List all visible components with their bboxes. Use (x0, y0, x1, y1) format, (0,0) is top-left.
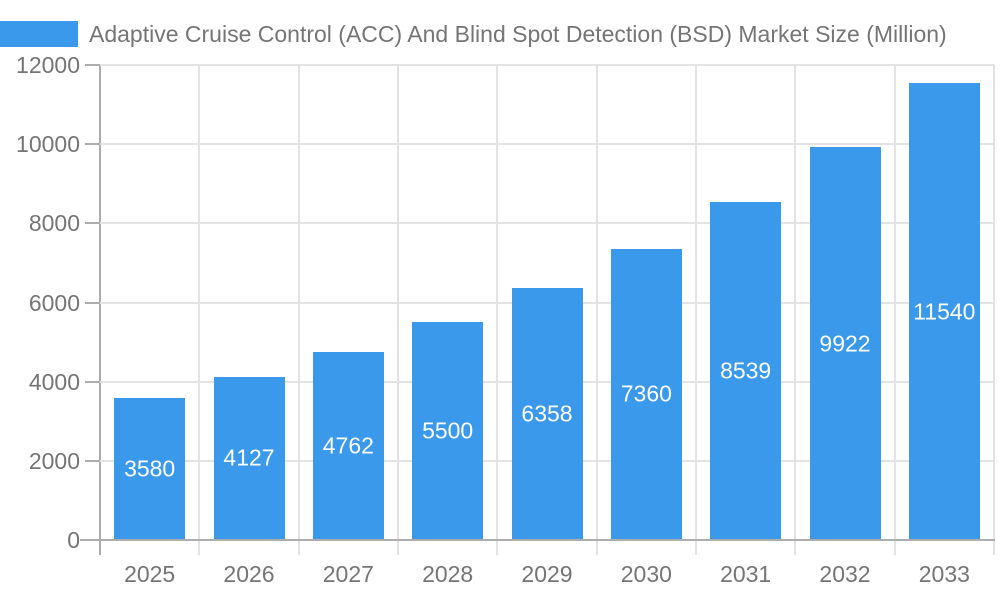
bar[interactable]: 7360 (610, 248, 682, 540)
x-tick (893, 541, 896, 555)
x-tick-label: 2033 (918, 561, 970, 587)
x-gridline (297, 65, 300, 540)
x-tick (198, 541, 201, 555)
bar[interactable]: 4762 (312, 351, 384, 540)
bar[interactable]: 11540 (908, 83, 980, 540)
x-tick (695, 541, 697, 555)
x-tick-label: 2032 (819, 561, 871, 587)
y-gridline (100, 222, 994, 225)
y-tick (85, 380, 100, 383)
y-tick-label: 0 (67, 527, 80, 553)
x-gridline (198, 65, 201, 540)
legend-swatch-icon (0, 21, 78, 47)
bar[interactable]: 5500 (412, 322, 484, 540)
x-tick (595, 541, 598, 555)
x-tick-label: 2030 (620, 561, 672, 587)
bar[interactable]: 4127 (213, 376, 285, 540)
y-tick-label: 6000 (28, 289, 80, 316)
y-axis-line (99, 65, 101, 555)
x-tick (496, 541, 499, 555)
x-tick-label: 2027 (322, 561, 374, 587)
y-tick-label: 10000 (16, 131, 80, 158)
x-tick-label: 2028 (422, 561, 474, 587)
y-tick (85, 222, 100, 225)
x-axis-line (80, 539, 995, 541)
y-tick-label: 8000 (28, 210, 80, 237)
bar[interactable]: 3580 (114, 398, 186, 540)
x-tick (397, 541, 399, 555)
x-gridline (397, 65, 399, 540)
chart-title: Adaptive Cruise Control (ACC) And Blind … (89, 21, 947, 47)
y-gridline (100, 64, 994, 66)
y-tick (85, 459, 100, 462)
x-gridline (496, 65, 499, 540)
plot-area: 3580 4127 4762 5500 6358 7360 8539 9922 11540 (100, 64, 995, 540)
bar-value-label: 8539 (720, 357, 772, 384)
x-gridline (695, 65, 697, 540)
x-gridline (595, 65, 598, 540)
legend[interactable]: Adaptive Cruise Control (ACC) And Blind … (0, 20, 947, 48)
bar-value-label: 7360 (620, 380, 672, 407)
bar[interactable]: 6358 (511, 288, 583, 540)
x-tick (993, 541, 995, 555)
y-tick (85, 301, 100, 304)
bar[interactable]: 9922 (809, 147, 881, 540)
x-gridline (794, 65, 797, 540)
y-tick (85, 64, 100, 66)
y-tick (85, 539, 100, 541)
bar[interactable]: 8539 (710, 202, 782, 540)
x-tick-label: 2025 (124, 561, 176, 587)
bar-value-label: 5500 (422, 417, 474, 444)
x-tick-label: 2026 (223, 561, 275, 587)
y-tick (85, 143, 100, 146)
bar-value-label: 9922 (819, 330, 871, 357)
y-gridline (100, 143, 994, 146)
bar-value-label: 6358 (521, 400, 573, 427)
x-gridline (893, 65, 896, 540)
y-tick-label: 12000 (16, 52, 80, 78)
bar-value-label: 4762 (322, 432, 374, 459)
bar-value-label: 11540 (913, 298, 976, 325)
bar-value-label: 4127 (223, 444, 275, 471)
x-tick (794, 541, 797, 555)
x-tick-label: 2031 (720, 561, 772, 587)
y-tick-label: 2000 (28, 447, 80, 474)
x-tick (297, 541, 300, 555)
bar-value-label: 3580 (124, 455, 176, 482)
x-tick-label: 2029 (521, 561, 573, 587)
x-gridline (993, 65, 995, 540)
y-tick-label: 4000 (28, 368, 80, 395)
